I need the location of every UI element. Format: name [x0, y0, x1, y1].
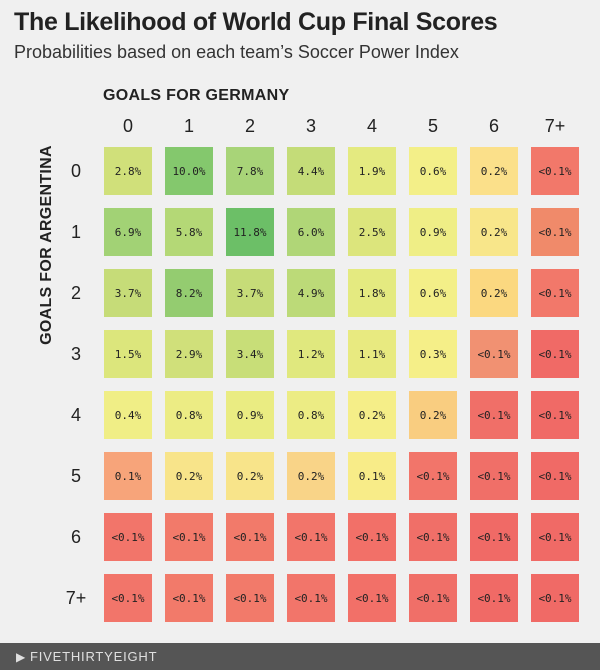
y-tick-label: 6 [70, 527, 81, 547]
heatmap-cell: 6.0% [287, 208, 335, 256]
heatmap-cell: 0.2% [165, 452, 213, 500]
chart-title: The Likelihood of World Cup Final Scores [14, 8, 498, 36]
heatmap-cell: <0.1% [226, 513, 274, 561]
y-tick-label: 0 [70, 161, 81, 181]
heatmap-cell: <0.1% [531, 574, 579, 622]
heatmap-cell: 8.2% [165, 269, 213, 317]
heatmap-cell: 0.1% [348, 452, 396, 500]
heatmap-cell: 1.2% [287, 330, 335, 378]
heatmap-cell: 2.8% [104, 147, 152, 195]
heatmap-cell: 3.4% [226, 330, 274, 378]
heatmap-cell: 0.1% [104, 452, 152, 500]
heatmap-cell: <0.1% [409, 513, 457, 561]
heatmap-cell: <0.1% [470, 452, 518, 500]
x-tick-label: 6 [488, 116, 499, 136]
heatmap-cell: 2.5% [348, 208, 396, 256]
heatmap-cell: <0.1% [409, 574, 457, 622]
heatmap-cell: <0.1% [409, 452, 457, 500]
heatmap-cell: <0.1% [287, 513, 335, 561]
x-tick-label: 5 [427, 116, 438, 136]
heatmap-cell: 6.9% [104, 208, 152, 256]
heatmap-cell: <0.1% [531, 147, 579, 195]
heatmap-cell: 0.4% [104, 391, 152, 439]
heatmap-cell: <0.1% [226, 574, 274, 622]
heatmap-cell: 0.8% [165, 391, 213, 439]
heatmap-cell: <0.1% [470, 391, 518, 439]
heatmap-cell: 4.9% [287, 269, 335, 317]
x-tick-label: 0 [122, 116, 133, 136]
heatmap-cell: 0.9% [409, 208, 457, 256]
heatmap-cell: 0.2% [287, 452, 335, 500]
x-axis-label: GOALS FOR GERMANY [103, 87, 290, 104]
fivethirtyeight-logo-icon: ▶ [16, 649, 27, 664]
heatmap-cell: 3.7% [104, 269, 152, 317]
x-tick-label: 2 [244, 116, 255, 136]
y-tick-label: 2 [70, 283, 81, 303]
heatmap-cell: 0.2% [470, 147, 518, 195]
y-tick-label: 1 [70, 222, 81, 242]
heatmap-cell: <0.1% [104, 574, 152, 622]
heatmap-cell: <0.1% [287, 574, 335, 622]
heatmap-cell: <0.1% [531, 513, 579, 561]
y-tick-label: 5 [70, 466, 81, 486]
heatmap-cell: 0.6% [409, 269, 457, 317]
chart-subtitle: Probabilities based on each team’s Socce… [14, 42, 459, 62]
heatmap-cell: 0.6% [409, 147, 457, 195]
heatmap-cell: <0.1% [165, 574, 213, 622]
heatmap-cell: 0.9% [226, 391, 274, 439]
heatmap-cell: <0.1% [470, 513, 518, 561]
heatmap-cell: 1.5% [104, 330, 152, 378]
heatmap-cell: 2.9% [165, 330, 213, 378]
y-tick-label: 3 [70, 344, 81, 364]
heatmap-cell: 1.8% [348, 269, 396, 317]
heatmap-cell: <0.1% [348, 574, 396, 622]
heatmap-cell: 10.0% [165, 147, 213, 195]
heatmap-cell: <0.1% [531, 330, 579, 378]
heatmap-cell: 0.3% [409, 330, 457, 378]
brand: ▶ FIVETHIRTYEIGHT [16, 649, 157, 664]
heatmap-cell: <0.1% [531, 391, 579, 439]
heatmap-cell: <0.1% [531, 208, 579, 256]
heatmap-cell: 7.8% [226, 147, 274, 195]
x-tick-label: 4 [366, 116, 377, 136]
footer-bar: ▶ FIVETHIRTYEIGHT [0, 643, 600, 670]
heatmap-cell: <0.1% [531, 452, 579, 500]
x-tick-label: 1 [183, 116, 194, 136]
heatmap-cell: <0.1% [165, 513, 213, 561]
heatmap-cell: 1.1% [348, 330, 396, 378]
heatmap-cell: 3.7% [226, 269, 274, 317]
heatmap-cell: <0.1% [348, 513, 396, 561]
heatmap-cell: 0.2% [226, 452, 274, 500]
heatmap-cell: 4.4% [287, 147, 335, 195]
heatmap-cell: <0.1% [470, 574, 518, 622]
x-tick-label: 3 [305, 116, 316, 136]
heatmap-cell: 0.2% [470, 208, 518, 256]
y-tick-label: 4 [70, 405, 81, 425]
heatmap-cell: 11.8% [226, 208, 274, 256]
heatmap-cell: 0.2% [348, 391, 396, 439]
heatmap-cell: <0.1% [470, 330, 518, 378]
heatmap-cell: 0.2% [409, 391, 457, 439]
heatmap-cell: <0.1% [531, 269, 579, 317]
brand-label: FIVETHIRTYEIGHT [30, 649, 158, 664]
y-tick-label: 7+ [65, 588, 87, 608]
heatmap-cell: <0.1% [104, 513, 152, 561]
x-tick-label: 7+ [544, 116, 566, 136]
heatmap-cell: 5.8% [165, 208, 213, 256]
y-axis-label: GOALS FOR ARGENTINA [38, 145, 55, 345]
heatmap-cell: 0.8% [287, 391, 335, 439]
heatmap-cell: 0.2% [470, 269, 518, 317]
heatmap-cell: 1.9% [348, 147, 396, 195]
